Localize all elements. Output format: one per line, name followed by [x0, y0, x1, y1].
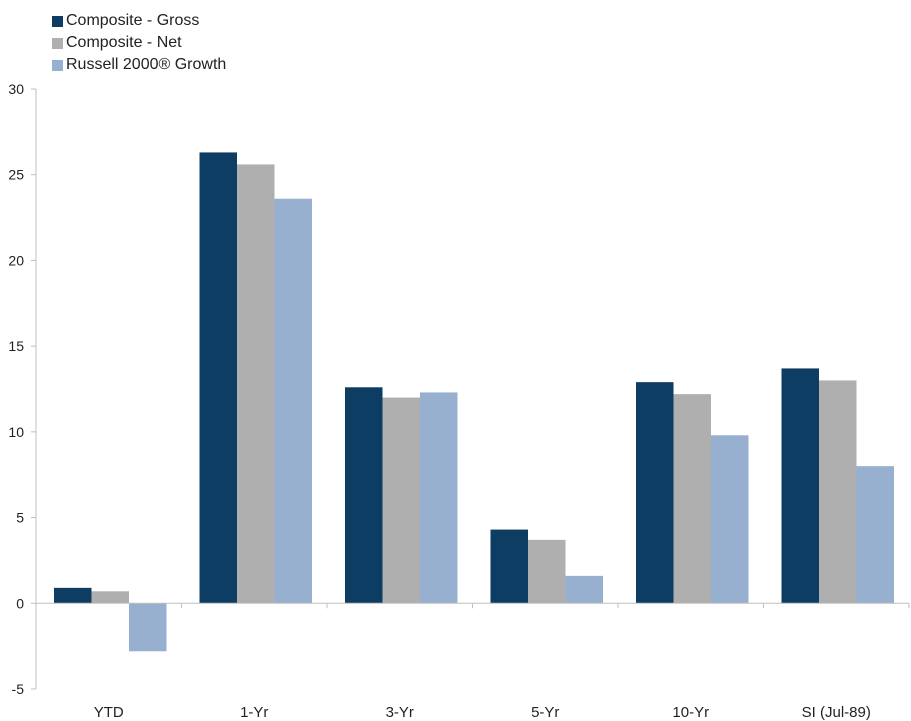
- legend-swatch: [52, 59, 63, 71]
- bar-gross: [54, 587, 92, 604]
- y-tick-label: 10: [8, 424, 24, 440]
- legend-label: Russell 2000® Growth: [66, 56, 227, 73]
- bar-gross: [781, 368, 819, 604]
- x-tick-label: 10-Yr: [672, 704, 709, 721]
- y-tick-label: 25: [8, 167, 24, 183]
- bar-gross: [636, 382, 674, 604]
- y-tick-label: 30: [8, 81, 24, 97]
- x-tick-label: 3-Yr: [386, 704, 414, 721]
- bar-gross: [490, 529, 528, 604]
- bar-benchmark: [274, 198, 312, 604]
- legend-swatch: [52, 15, 63, 27]
- legend-label: Composite - Gross: [66, 12, 200, 29]
- bar-net: [91, 591, 129, 604]
- legend-label: Composite - Net: [66, 34, 182, 51]
- bar-net: [819, 380, 857, 604]
- bar-benchmark: [856, 466, 894, 604]
- legend-item: Russell 2000® Growth: [52, 54, 226, 76]
- bar-benchmark: [129, 603, 167, 652]
- legend-swatch: [52, 37, 63, 49]
- x-tick-label: SI (Jul-89): [802, 704, 871, 721]
- y-tick-label: 5: [16, 510, 24, 526]
- bar-net: [528, 539, 566, 604]
- bar-gross: [345, 387, 383, 604]
- y-tick-label: 20: [8, 252, 24, 268]
- y-tick-label: 0: [16, 595, 24, 611]
- y-tick-label: 15: [8, 338, 24, 354]
- y-tick-label: -5: [12, 681, 25, 697]
- bar-net: [382, 397, 420, 604]
- legend: Composite - Gross Composite - Net Russell …: [52, 10, 226, 76]
- x-tick-label: 1-Yr: [240, 704, 268, 721]
- bar-benchmark: [565, 575, 603, 604]
- bar-net: [237, 164, 275, 604]
- legend-item: Composite - Gross: [52, 10, 226, 32]
- bar-benchmark: [711, 435, 749, 604]
- bar-benchmark: [420, 392, 458, 604]
- legend-item: Composite - Net: [52, 32, 226, 54]
- bar-gross: [199, 152, 237, 604]
- x-tick-label: YTD: [94, 704, 124, 721]
- x-tick-label: 5-Yr: [531, 704, 559, 721]
- bar-net: [673, 394, 711, 604]
